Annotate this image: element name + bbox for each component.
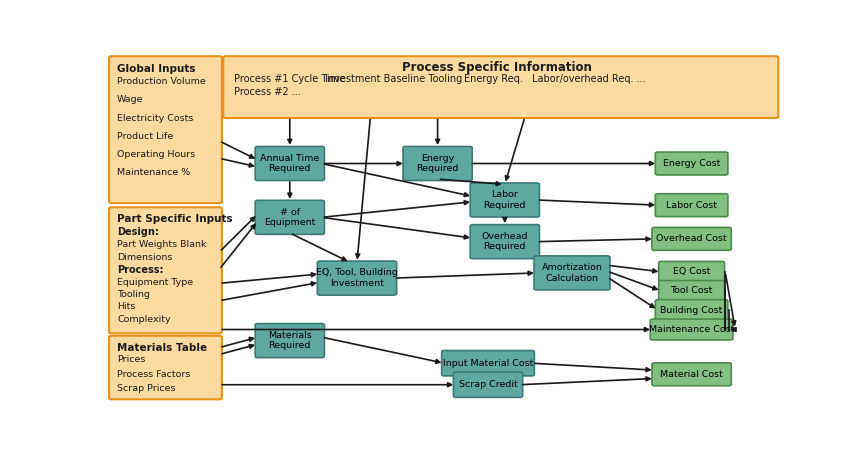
Text: Labor
Required: Labor Required: [484, 190, 526, 210]
FancyBboxPatch shape: [255, 200, 324, 235]
Text: Material Cost: Material Cost: [660, 370, 723, 379]
FancyBboxPatch shape: [453, 372, 523, 397]
Text: EQ Cost: EQ Cost: [673, 267, 710, 276]
FancyBboxPatch shape: [441, 350, 534, 376]
FancyBboxPatch shape: [255, 147, 324, 180]
Text: Process Factors: Process Factors: [117, 370, 191, 379]
Text: Electricity Costs: Electricity Costs: [117, 114, 193, 123]
Text: Input Material Cost: Input Material Cost: [443, 359, 533, 368]
Text: Wage: Wage: [117, 96, 144, 105]
Text: Investment Baseline Tooling: Investment Baseline Tooling: [325, 74, 463, 84]
Text: Complexity: Complexity: [117, 315, 171, 323]
Text: Product Life: Product Life: [117, 132, 173, 141]
FancyBboxPatch shape: [659, 281, 725, 301]
Text: Part Weights Blank: Part Weights Blank: [117, 240, 206, 249]
Text: Hits: Hits: [117, 303, 135, 312]
Text: Dimensions: Dimensions: [117, 253, 173, 262]
Text: Tooling: Tooling: [117, 290, 150, 299]
Text: Equipment Type: Equipment Type: [117, 278, 193, 287]
Text: # of
Equipment: # of Equipment: [264, 207, 316, 227]
Text: Production Volume: Production Volume: [117, 78, 205, 87]
FancyBboxPatch shape: [652, 363, 731, 386]
FancyBboxPatch shape: [655, 194, 728, 216]
Text: Energy
Required: Energy Required: [416, 154, 459, 173]
Text: Labor Cost: Labor Cost: [666, 201, 717, 210]
Text: Energy Req.: Energy Req.: [465, 74, 524, 84]
FancyBboxPatch shape: [109, 336, 222, 399]
FancyBboxPatch shape: [470, 225, 539, 259]
FancyBboxPatch shape: [659, 262, 725, 282]
Text: Scrap Credit: Scrap Credit: [459, 380, 518, 389]
Text: Maintenance %: Maintenance %: [117, 168, 191, 177]
Text: Amortization
Calculation: Amortization Calculation: [542, 263, 603, 283]
Text: EQ, Tool, Building
Investment: EQ, Tool, Building Investment: [316, 268, 398, 288]
FancyBboxPatch shape: [655, 299, 728, 321]
FancyBboxPatch shape: [655, 152, 728, 175]
FancyBboxPatch shape: [403, 147, 473, 180]
Text: Overhead Cost: Overhead Cost: [656, 235, 727, 244]
Text: Process Specific Information: Process Specific Information: [402, 61, 592, 74]
FancyBboxPatch shape: [224, 56, 779, 118]
FancyBboxPatch shape: [470, 183, 539, 217]
Text: Process:: Process:: [117, 266, 164, 276]
FancyBboxPatch shape: [534, 256, 610, 290]
Text: Overhead
Required: Overhead Required: [481, 232, 528, 251]
Text: Part Specific Inputs: Part Specific Inputs: [117, 214, 232, 224]
Text: Annual Time
Required: Annual Time Required: [260, 154, 319, 173]
Text: Tool Cost: Tool Cost: [670, 286, 713, 295]
FancyBboxPatch shape: [650, 319, 733, 340]
Text: Maintenance Cost: Maintenance Cost: [649, 325, 734, 334]
Text: Building Cost: Building Cost: [661, 306, 723, 314]
FancyBboxPatch shape: [652, 227, 731, 250]
Text: Operating Hours: Operating Hours: [117, 150, 195, 159]
Text: Materials Table: Materials Table: [117, 343, 207, 353]
Text: Process #1 Cycle Time: Process #1 Cycle Time: [234, 74, 345, 84]
Text: Design:: Design:: [117, 227, 159, 237]
Text: Prices: Prices: [117, 355, 146, 364]
Text: Scrap Prices: Scrap Prices: [117, 384, 176, 393]
FancyBboxPatch shape: [109, 207, 222, 333]
Text: Global Inputs: Global Inputs: [117, 64, 196, 74]
Text: Process #2 ...: Process #2 ...: [234, 87, 301, 97]
FancyBboxPatch shape: [109, 56, 222, 203]
FancyBboxPatch shape: [255, 324, 324, 358]
FancyBboxPatch shape: [317, 261, 396, 295]
Text: Energy Cost: Energy Cost: [663, 159, 720, 168]
Text: Labor/overhead Req. ...: Labor/overhead Req. ...: [531, 74, 645, 84]
Text: Materials
Required: Materials Required: [268, 331, 311, 350]
